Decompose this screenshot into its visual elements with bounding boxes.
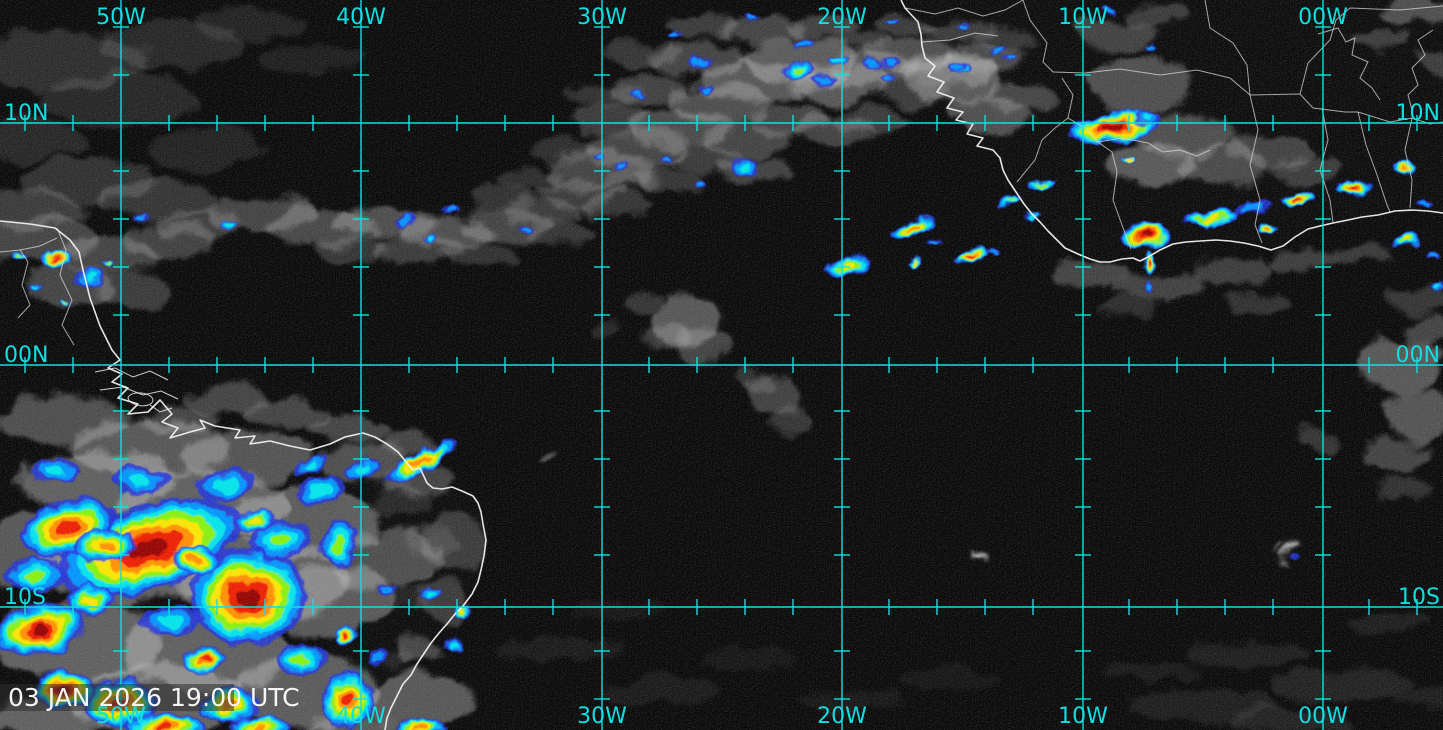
- latitude-label-left: 10S: [4, 585, 46, 610]
- latitude-label-right: 10N: [1396, 101, 1440, 126]
- latitude-label-right: 00N: [1396, 343, 1440, 368]
- timestamp-backdrop: [0, 684, 234, 711]
- longitude-label-top: 00W: [1298, 5, 1348, 30]
- longitude-label-top: 30W: [577, 5, 627, 30]
- timestamp-label: 03 JAN 2026 19:00 UTC: [8, 683, 300, 712]
- latitude-label-right: 10S: [1398, 585, 1440, 610]
- longitude-label-bottom: 10W: [1058, 704, 1108, 729]
- latitude-label-left: 10N: [4, 101, 48, 126]
- longitude-label-bottom: 00W: [1298, 704, 1348, 729]
- longitude-label-top: 20W: [817, 5, 867, 30]
- latitude-label-left: 00N: [4, 343, 48, 368]
- longitude-label-top: 40W: [336, 5, 386, 30]
- timestamp-group: 03 JAN 2026 19:00 UTC: [0, 683, 300, 712]
- longitude-label-bottom: 30W: [577, 704, 627, 729]
- longitude-label-bottom: 40W: [336, 704, 386, 729]
- longitude-label-bottom: 20W: [817, 704, 867, 729]
- longitude-label-bottom: 50W: [96, 704, 146, 729]
- longitude-label-top: 10W: [1058, 5, 1108, 30]
- grid-labels: 50W 50W 40W 40W 30W 30W 20W 20W 10W 10W 00W 00W 10N 1…: [4, 5, 1440, 729]
- longitude-label-top: 50W: [96, 5, 146, 30]
